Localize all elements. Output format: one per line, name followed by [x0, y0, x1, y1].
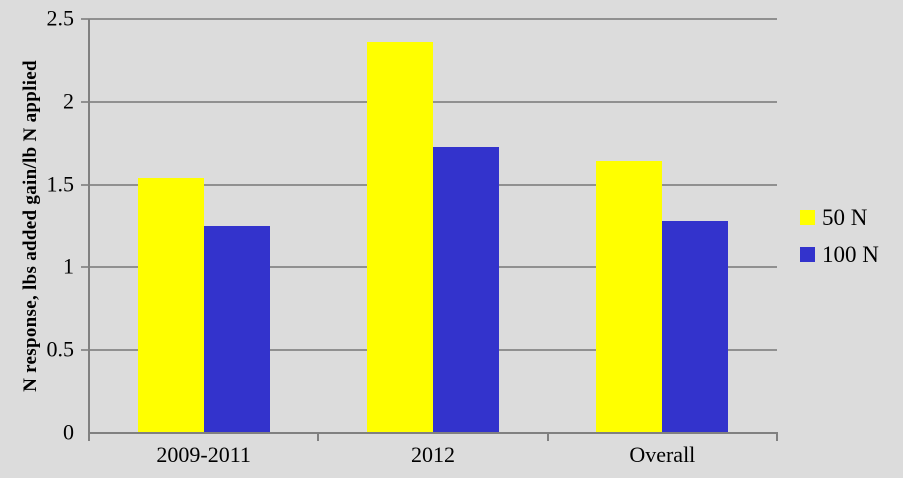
- x-axis-category-label: Overall: [629, 442, 696, 467]
- x-axis-category-label: 2012: [410, 442, 455, 467]
- x-axis-category-label: 2009-2011: [156, 442, 251, 467]
- x-axis-tick: [776, 433, 778, 441]
- x-axis-tick: [317, 433, 320, 441]
- legend: 50 N 100 N: [800, 204, 879, 268]
- bar-50-n: [137, 177, 204, 433]
- legend-swatch-50-n: [800, 210, 815, 226]
- legend-label: 100 N: [822, 241, 879, 267]
- y-axis-tick-label: 2.5: [46, 5, 75, 31]
- y-axis-tick-label: 1: [63, 253, 74, 279]
- legend-swatch-100-n: [800, 246, 815, 262]
- legend-label: 50 N: [822, 205, 868, 230]
- y-axis-tick-label: 2: [63, 88, 74, 114]
- y-axis-line: [88, 19, 90, 441]
- legend-entry: 50 N: [800, 204, 879, 232]
- bar-50-n: [367, 42, 433, 433]
- y-axis-tick-label: 0: [63, 419, 74, 445]
- x-axis-tick: [546, 433, 549, 441]
- y-axis-tick-label: 0.5: [46, 336, 75, 362]
- bar-50-n: [596, 161, 663, 433]
- gridline: [81, 18, 777, 20]
- x-axis-line: [88, 432, 778, 434]
- legend-entry: 100 N: [800, 241, 879, 269]
- y-axis-tick-label: 1.5: [46, 171, 75, 197]
- bar-100-n: [433, 146, 499, 433]
- bar-100-n: [662, 221, 729, 433]
- bar-100-n: [203, 226, 270, 433]
